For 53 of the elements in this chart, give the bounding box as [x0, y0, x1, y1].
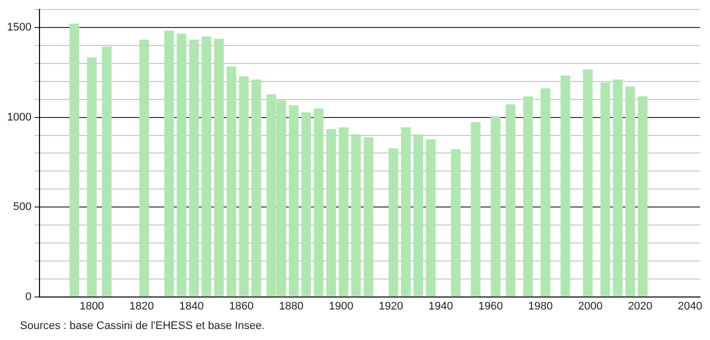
bar: [401, 127, 411, 297]
bar: [288, 105, 299, 297]
bar: [214, 38, 224, 297]
bar: [351, 134, 361, 297]
x-tick-label: 1900: [328, 300, 354, 312]
bar: [202, 36, 212, 297]
bar: [470, 122, 480, 297]
x-tick-label: 2040: [678, 300, 702, 312]
x-tick-label: 1820: [129, 300, 154, 312]
x-tick-label: 1920: [378, 300, 404, 312]
bar: [251, 79, 262, 297]
bar: [326, 129, 336, 297]
bar: [70, 24, 80, 297]
bar: [338, 127, 348, 297]
bar: [388, 148, 398, 297]
y-tick-label: 0: [25, 290, 32, 303]
bar: [600, 82, 610, 297]
bar: [301, 112, 312, 297]
x-tick-label: 1980: [528, 300, 553, 312]
bar: [139, 40, 149, 297]
bar: [560, 76, 570, 297]
bar: [176, 34, 186, 297]
bar: [414, 134, 424, 297]
bar: [314, 108, 324, 297]
x-tick-label: 1880: [278, 300, 304, 312]
bar: [638, 96, 648, 297]
bar: [583, 69, 593, 297]
x-tick-label: 1800: [80, 300, 104, 312]
y-tick-label: 500: [13, 201, 32, 214]
bar: [189, 40, 199, 297]
bar: [540, 88, 550, 297]
y-tick-label: 1000: [6, 111, 32, 124]
bar: [364, 137, 374, 297]
source-note: Sources : base Cassini de l'EHESS et base Insee.: [20, 320, 265, 332]
bar: [523, 96, 533, 297]
x-tick-label: 2000: [578, 300, 603, 312]
bar: [239, 76, 249, 297]
bar: [490, 116, 500, 297]
y-tick-label: 1500: [6, 22, 32, 34]
bar: [164, 30, 174, 297]
bar: [86, 58, 97, 297]
bar: [450, 149, 461, 297]
bar: [102, 46, 112, 297]
x-tick-label: 1860: [229, 300, 254, 312]
bar: [426, 139, 436, 297]
bar: [625, 86, 636, 297]
x-tick-label: 1940: [428, 300, 454, 312]
bar: [226, 66, 236, 297]
x-tick-label: 1840: [179, 300, 204, 312]
x-tick-label: 1960: [478, 300, 503, 312]
bar: [506, 104, 516, 297]
bar: [612, 79, 623, 297]
x-tick-label: 2020: [628, 300, 652, 312]
